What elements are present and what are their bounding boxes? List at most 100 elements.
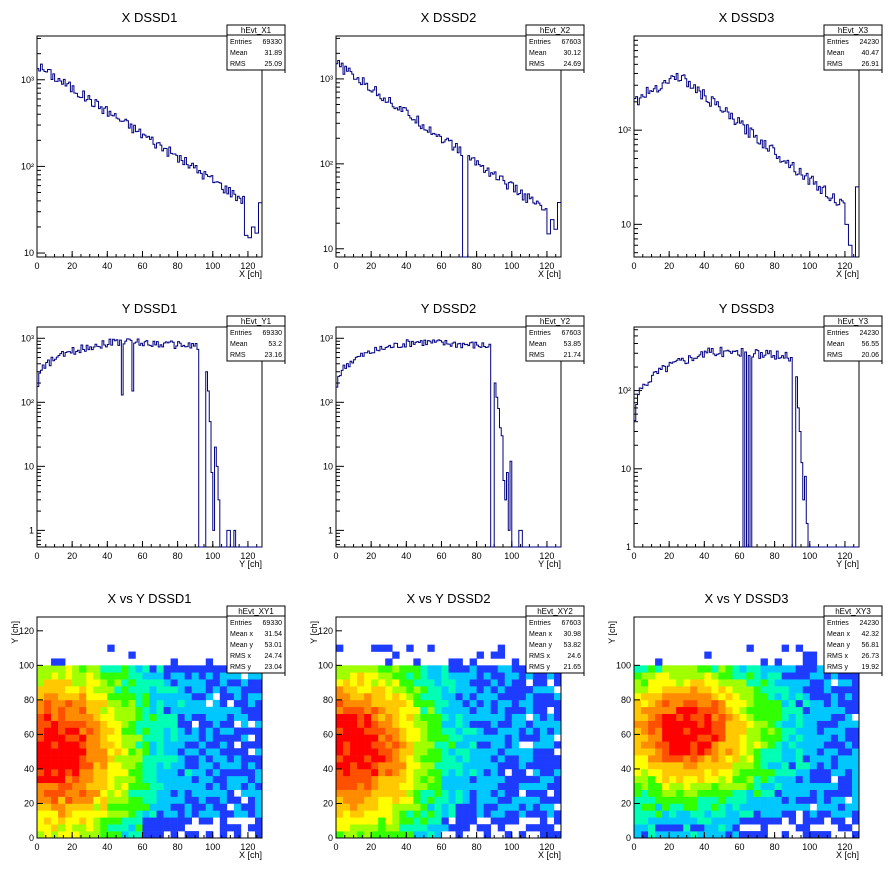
heatmap-cell: [93, 692, 101, 701]
heatmap-cell: [177, 796, 185, 804]
heatmap-cell: [79, 720, 87, 728]
heatmap-cell: [648, 672, 656, 680]
heatmap-cell: [65, 686, 73, 694]
heatmap-cell: [247, 824, 256, 832]
heatmap-cell: [357, 803, 365, 811]
heatmap-cell: [497, 755, 506, 763]
stats-key: Entries: [230, 39, 252, 46]
heatmap-cell: [177, 679, 185, 687]
heatmap-cell: [121, 665, 129, 673]
stats-key: RMS: [529, 61, 545, 68]
heatmap-cell: [732, 824, 740, 832]
heatmap-cell: [385, 762, 393, 770]
heatmap-cell: [816, 782, 825, 790]
heatmap-cell: [802, 706, 811, 714]
heatmap-cell: [725, 789, 733, 797]
heatmap-cell: [809, 720, 818, 728]
heatmap-cell: [532, 706, 541, 714]
heatmap-cell: [676, 679, 684, 687]
heatmap-cell: [44, 706, 52, 714]
heatmap-cell: [809, 727, 818, 735]
heatmap-cell: [704, 824, 712, 832]
heatmap-cell: [448, 782, 456, 790]
heatmap-cell: [844, 741, 853, 749]
heatmap-cell: [634, 803, 642, 811]
heatmap-cell: [44, 789, 52, 797]
heatmap-cell: [79, 782, 87, 790]
heatmap-cell: [816, 665, 825, 673]
heatmap-cell: [170, 762, 178, 770]
stats-box: [823, 24, 883, 71]
heatmap-cell: [93, 727, 101, 735]
heatmap-cell: [683, 706, 691, 714]
heatmap-cell: [634, 741, 642, 749]
x-tick-label: 20: [664, 842, 674, 852]
heatmap-cell: [546, 672, 555, 680]
heatmap-cell: [72, 789, 80, 797]
heatmap-cell: [704, 741, 712, 749]
heatmap-cell: [655, 748, 663, 756]
heatmap-cell: [219, 789, 228, 797]
heatmap-cell: [336, 817, 344, 825]
heatmap-cell: [65, 768, 73, 777]
heatmap-cell: [490, 741, 499, 749]
heatmap-cell: [704, 817, 712, 825]
heatmap-cell: [476, 789, 484, 797]
heatmap-cell: [420, 699, 428, 708]
heatmap-cell: [781, 644, 789, 652]
heatmap-cell: [809, 672, 818, 680]
heatmap-cell: [662, 817, 670, 825]
heatmap-cell: [357, 734, 365, 742]
heatmap-cell: [753, 831, 761, 839]
heatmap-cell: [385, 755, 393, 763]
heatmap-cell: [683, 775, 691, 784]
heatmap-cell: [655, 789, 663, 797]
heatmap-cell: [135, 692, 143, 701]
heatmap-cell: [226, 686, 235, 694]
heatmap-cell: [406, 713, 414, 721]
heatmap-cell: [86, 672, 94, 680]
heatmap-cell: [184, 713, 192, 721]
heatmap-cell: [364, 775, 372, 784]
heatmap-cell: [553, 782, 562, 790]
heatmap-cell: [406, 782, 414, 790]
heatmap-cell: [427, 817, 435, 825]
heatmap-cell: [364, 768, 372, 777]
heatmap-cell: [128, 679, 136, 687]
heatmap-cell: [114, 692, 122, 701]
x-tick-label: 80: [173, 261, 183, 271]
heatmap-cell: [163, 672, 171, 680]
heatmap-cell: [156, 775, 164, 784]
heatmap-cell: [72, 810, 80, 818]
heatmap-cell: [163, 762, 171, 770]
heatmap-cell: [247, 768, 256, 777]
heatmap-cell: [669, 762, 677, 770]
heatmap-cell: [511, 789, 520, 797]
heatmap-cell: [357, 699, 365, 708]
heatmap-cell: [704, 796, 712, 804]
heatmap-cell: [830, 817, 839, 825]
heatmap-cell: [504, 782, 513, 790]
heatmap-cell: [753, 768, 761, 777]
stats-key: Mean: [529, 50, 547, 57]
heatmap-cell: [247, 755, 256, 763]
heatmap-cell: [760, 824, 768, 832]
heatmap-cell: [483, 665, 491, 673]
heatmap-cell: [371, 831, 379, 839]
heatmap-cell: [100, 803, 108, 811]
heatmap-cell: [371, 644, 379, 652]
heatmap-cell: [65, 713, 73, 721]
heatmap-cell: [697, 755, 705, 763]
stats-name: hEvt_Y2: [540, 317, 571, 326]
heatmap-cell: [72, 727, 80, 735]
heatmap-cell: [767, 755, 775, 763]
heatmap-cell: [371, 741, 379, 749]
heatmap-cell: [406, 817, 414, 825]
heatmap-cell: [107, 665, 115, 673]
heatmap-cell: [683, 755, 691, 763]
heatmap-cell: [816, 741, 825, 749]
heatmap-cell: [476, 782, 484, 790]
heatmap-cell: [823, 699, 832, 708]
heatmap-cell: [809, 706, 818, 714]
heatmap-cell: [93, 789, 101, 797]
